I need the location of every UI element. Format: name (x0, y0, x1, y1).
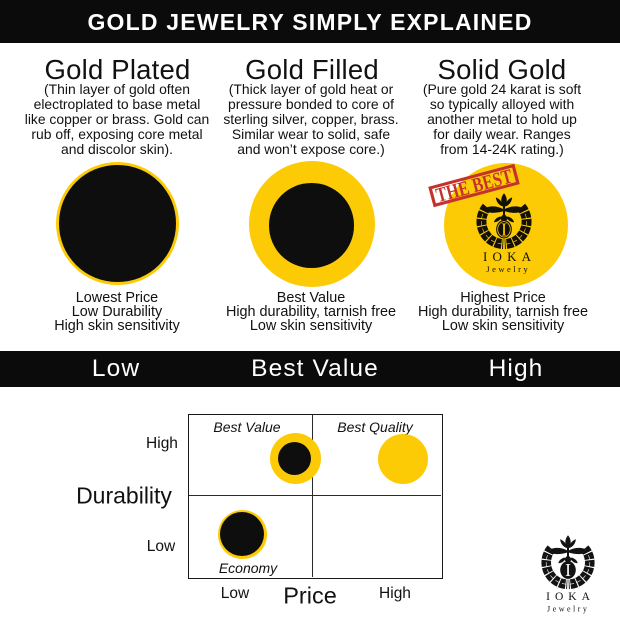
svg-text:I: I (501, 219, 507, 239)
svg-text:THE BEST: THE BEST (434, 165, 515, 207)
svg-text:I: I (565, 560, 571, 580)
